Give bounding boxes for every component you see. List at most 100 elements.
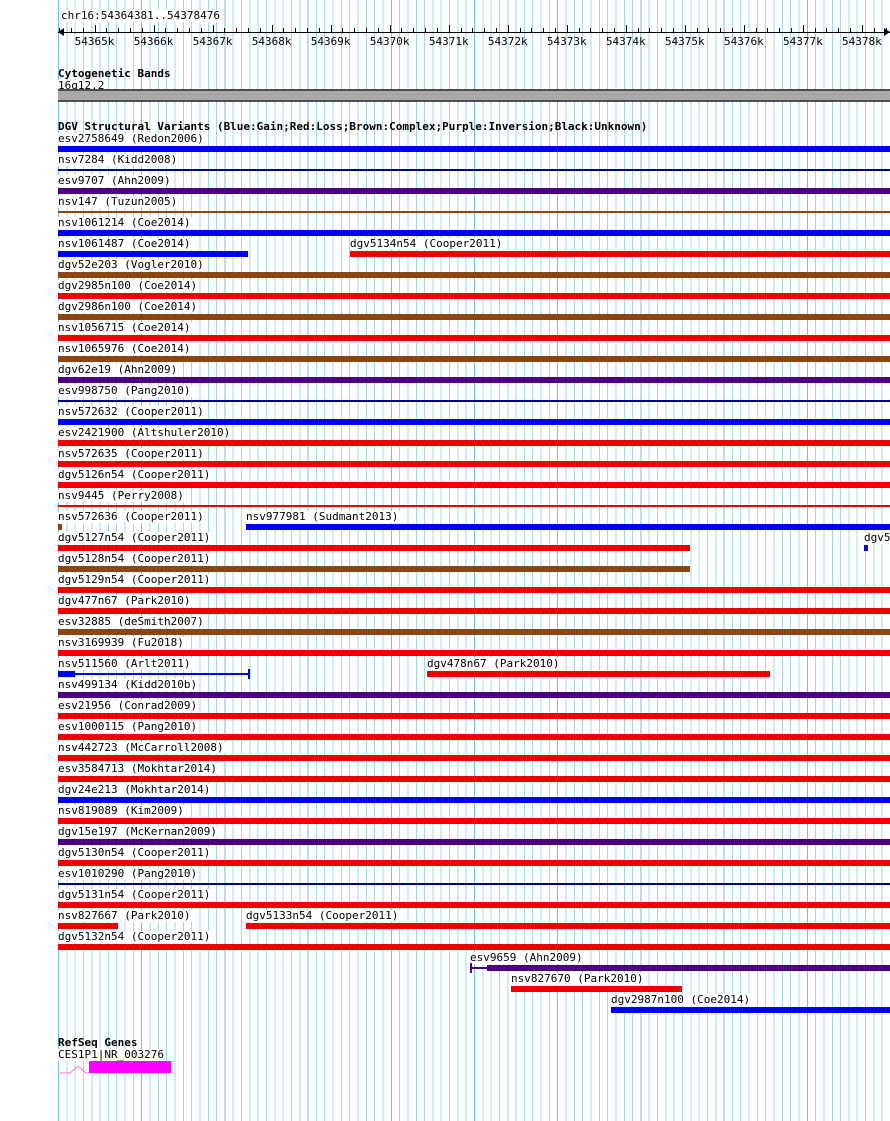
dgv-variant-bar[interactable]	[427, 671, 770, 677]
dgv-variant-bar[interactable]	[487, 965, 890, 971]
dgv-variant-label[interactable]: dgv5127n54 (Cooper2011)	[58, 531, 213, 544]
dgv-variant-label[interactable]: esv1000115 (Pang2010)	[58, 720, 200, 733]
dgv-variant-bar[interactable]	[58, 146, 890, 152]
dgv-variant-bar[interactable]	[58, 251, 248, 257]
dgv-variant-bar[interactable]	[58, 377, 890, 383]
dgv-variant-bar-line[interactable]	[75, 673, 248, 675]
dgv-variant-label[interactable]: nsv572632 (Cooper2011)	[58, 405, 206, 418]
dgv-variant-bar[interactable]	[58, 230, 890, 236]
dgv-variant-bar[interactable]	[58, 272, 890, 278]
dgv-variant-bar[interactable]	[864, 545, 868, 551]
dgv-variant-bar[interactable]	[58, 902, 890, 908]
dgv-variant-bar[interactable]	[58, 797, 890, 803]
dgv-variant-bar[interactable]	[58, 545, 690, 551]
dgv-variant-bar[interactable]	[58, 293, 890, 299]
dgv-variant-label[interactable]: esv32885 (deSmith2007)	[58, 615, 206, 628]
dgv-variant-label[interactable]: nsv827670 (Park2010)	[511, 972, 646, 985]
dgv-variant-label[interactable]: dgv15e197 (McKernan2009)	[58, 825, 219, 838]
dgv-variant-bar[interactable]	[58, 169, 890, 171]
dgv-variant-label[interactable]: nsv147 (Tuzun2005)	[58, 195, 180, 208]
dgv-variant-bar[interactable]	[58, 440, 890, 446]
dgv-variant-label[interactable]: nsv1065976 (Coe2014)	[58, 342, 193, 355]
position-ruler[interactable]: chr16:54364381..54378476 54365k 54366k 543…	[58, 10, 890, 52]
dgv-variant-bar[interactable]	[58, 419, 890, 425]
dgv-variant-label[interactable]: nsv1061214 (Coe2014)	[58, 216, 193, 229]
dgv-variant-bar[interactable]	[58, 713, 890, 719]
refseq-gene-label[interactable]: CES1P1|NR_003276	[58, 1048, 166, 1061]
dgv-variant-label[interactable]: nsv1061487 (Coe2014)	[58, 237, 193, 250]
dgv-variant-label[interactable]: nsv442723 (McCarroll2008)	[58, 741, 226, 754]
dgv-variant-label[interactable]: nsv3169939 (Fu2018)	[58, 636, 186, 649]
dgv-variant-label[interactable]: dgv52e203 (Vogler2010)	[58, 258, 206, 271]
dgv-variant-label[interactable]: dgv5134n54 (Cooper2011)	[350, 237, 505, 250]
dgv-variant-bar[interactable]	[58, 629, 890, 635]
dgv-variant-label[interactable]: esv2758649 (Redon2006)	[58, 132, 206, 145]
dgv-variant-label[interactable]: dgv5133n54 (Cooper2011)	[246, 909, 401, 922]
refseq-gene-exon[interactable]	[89, 1061, 171, 1073]
dgv-variant-label[interactable]: esv21956 (Conrad2009)	[58, 699, 200, 712]
dgv-variant-label[interactable]: nsv511560 (Arlt2011)	[58, 657, 193, 670]
dgv-variant-label[interactable]: nsv827667 (Park2010)	[58, 909, 193, 922]
dgv-variant-bar[interactable]	[58, 776, 890, 782]
dgv-variant-label[interactable]: dgv62e19 (Ahn2009)	[58, 363, 180, 376]
dgv-variant-label[interactable]: nsv7284 (Kidd2008)	[58, 153, 180, 166]
dgv-variant-bar[interactable]	[58, 650, 890, 656]
dgv-variant-label[interactable]: nsv977981 (Sudmant2013)	[246, 510, 401, 523]
dgv-variant-label[interactable]: esv998750 (Pang2010)	[58, 384, 193, 397]
dgv-variant-label[interactable]: dgv477n67 (Park2010)	[58, 594, 193, 607]
dgv-variant-bar[interactable]	[58, 587, 890, 593]
dgv-variant-label[interactable]: dgv5131n54 (Cooper2011)	[58, 888, 213, 901]
dgv-variant-bar[interactable]	[58, 461, 890, 467]
dgv-variant-bar[interactable]	[58, 356, 890, 362]
dgv-variant-label[interactable]: nsv572635 (Cooper2011)	[58, 447, 206, 460]
dgv-variant-bar[interactable]	[350, 251, 890, 257]
dgv-variant-label[interactable]: dgv2987n100 (Coe2014)	[611, 993, 753, 1006]
dgv-variant-label[interactable]: nsv9445 (Perry2008)	[58, 489, 186, 502]
dgv-variant-bar[interactable]	[58, 883, 890, 885]
dgv-variant-bar[interactable]	[511, 986, 682, 992]
dgv-variant-bar[interactable]	[58, 188, 890, 194]
dgv-variant-bar[interactable]	[58, 755, 890, 761]
dgv-variant-label[interactable]: esv3584713 (Mokhtar2014)	[58, 762, 219, 775]
dgv-variant-label[interactable]: dgv478n67 (Park2010)	[427, 657, 562, 670]
dgv-variant-bar-line[interactable]	[472, 967, 487, 969]
dgv-variant-label[interactable]: dgv5129n54 (Cooper2011)	[58, 573, 213, 586]
dgv-variant-label[interactable]: dgv51	[864, 532, 890, 544]
dgv-variant-label[interactable]: nsv499134 (Kidd2010b)	[58, 678, 200, 691]
dgv-variant-bar[interactable]	[58, 211, 890, 213]
dgv-variant-label[interactable]: esv9659 (Ahn2009)	[470, 951, 585, 964]
dgv-variant-label[interactable]: dgv5128n54 (Cooper2011)	[58, 552, 213, 565]
dgv-variant-label[interactable]: esv1010290 (Pang2010)	[58, 867, 200, 880]
dgv-variant-bar[interactable]	[58, 860, 890, 866]
dgv-variant-bar[interactable]	[58, 923, 118, 929]
dgv-variant-bar[interactable]	[611, 1007, 890, 1013]
dgv-variant-label[interactable]: dgv5130n54 (Cooper2011)	[58, 846, 213, 859]
dgv-variant-bar[interactable]	[58, 944, 890, 950]
dgv-variant-label[interactable]: dgv5126n54 (Cooper2011)	[58, 468, 213, 481]
dgv-variant-label[interactable]: dgv2986n100 (Coe2014)	[58, 300, 200, 313]
dgv-variant-bar[interactable]	[58, 524, 62, 530]
dgv-variant-label[interactable]: dgv2985n100 (Coe2014)	[58, 279, 200, 292]
dgv-variant-bar[interactable]	[58, 608, 890, 614]
dgv-variant-label[interactable]: esv9707 (Ahn2009)	[58, 174, 173, 187]
dgv-variant-label[interactable]: nsv1056715 (Coe2014)	[58, 321, 193, 334]
dgv-variant-label[interactable]: nsv819089 (Kim2009)	[58, 804, 186, 817]
dgv-variant-bar[interactable]	[246, 923, 890, 929]
dgv-variant-bar[interactable]	[58, 734, 890, 740]
dgv-variant-bar[interactable]	[58, 566, 690, 572]
dgv-variant-bar[interactable]	[58, 314, 890, 320]
dgv-variant-label[interactable]: nsv572636 (Cooper2011)	[58, 510, 206, 523]
dgv-variant-label[interactable]: esv2421900 (Altshuler2010)	[58, 426, 233, 439]
dgv-variant-bar[interactable]	[58, 482, 890, 488]
dgv-variant-label[interactable]: dgv24e213 (Mokhtar2014)	[58, 783, 213, 796]
dgv-variant-bar[interactable]	[58, 692, 890, 698]
dgv-variant-bar[interactable]	[58, 505, 890, 507]
dgv-variant-bar[interactable]	[58, 818, 890, 824]
dgv-variant-label[interactable]: dgv5132n54 (Cooper2011)	[58, 930, 213, 943]
dgv-variant-bar[interactable]	[246, 524, 890, 530]
cytoband-bar[interactable]	[58, 89, 890, 102]
dgv-variant-bar[interactable]	[58, 839, 890, 845]
dgv-variant-bar[interactable]	[58, 671, 75, 677]
dgv-variant-bar[interactable]	[58, 335, 890, 341]
dgv-variant-bar[interactable]	[58, 400, 890, 402]
